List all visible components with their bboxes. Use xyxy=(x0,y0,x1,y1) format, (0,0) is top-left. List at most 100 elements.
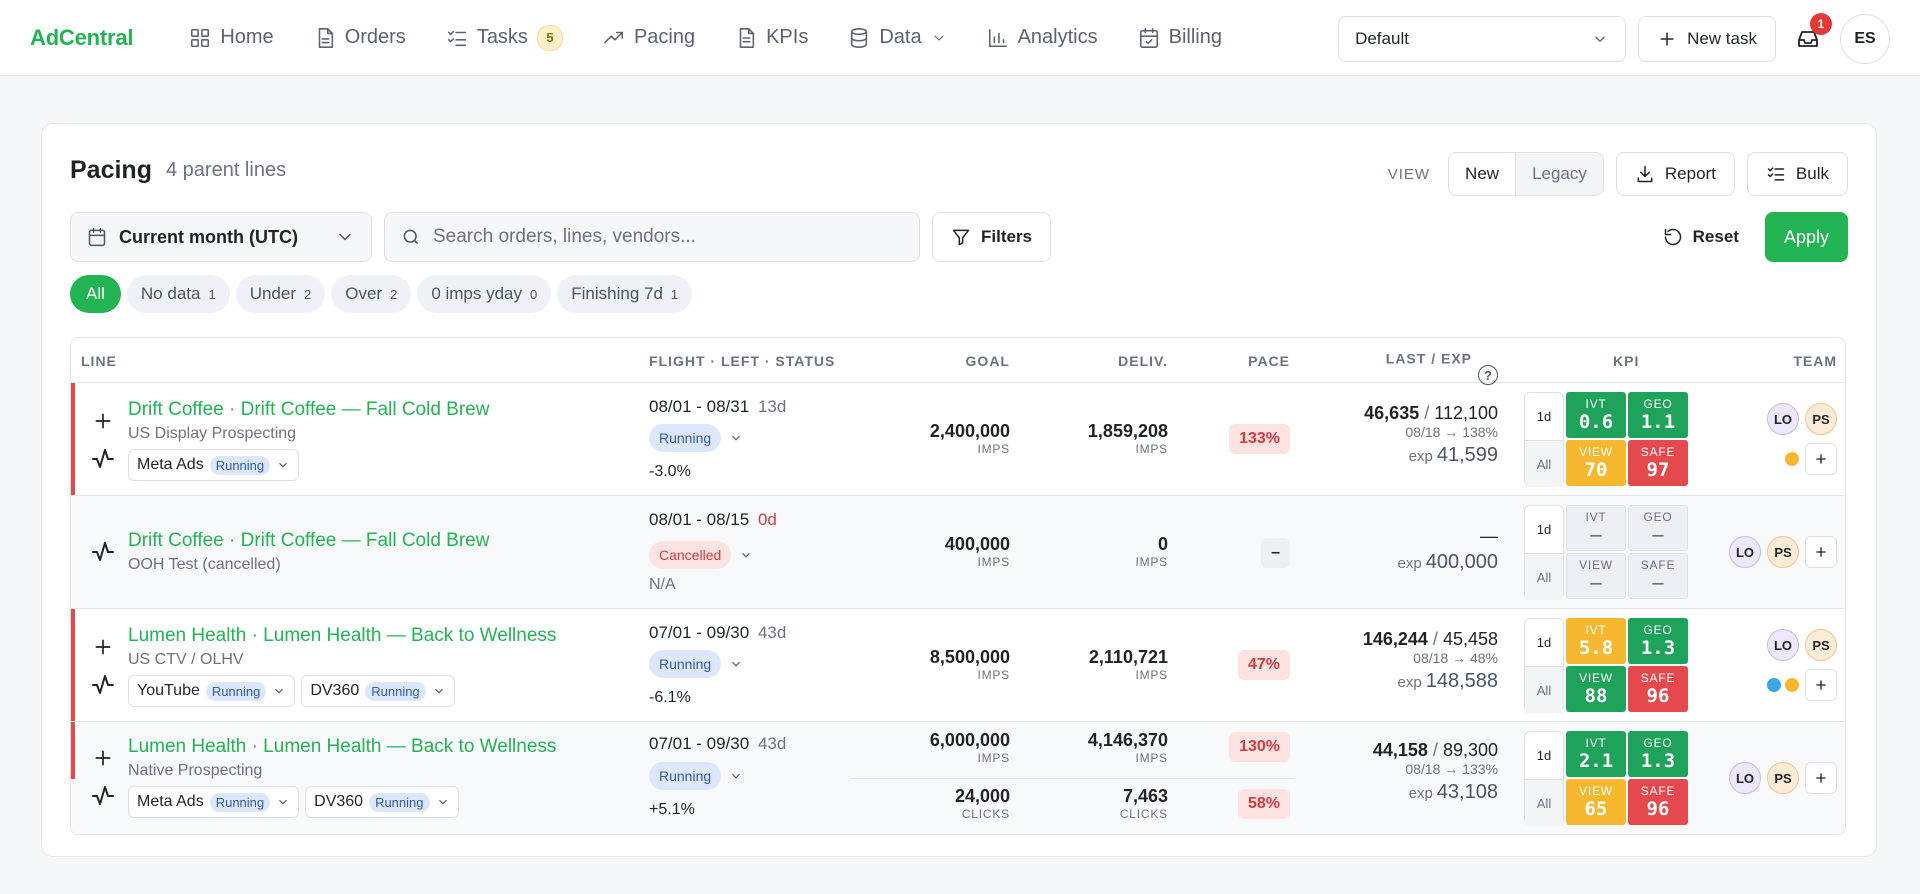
vendor-chip[interactable]: DV360 Running xyxy=(301,675,455,707)
add-team-member-button[interactable] xyxy=(1805,762,1837,794)
add-team-member-button[interactable] xyxy=(1805,536,1837,568)
kpi-geo[interactable]: GEO – xyxy=(1628,505,1688,551)
filters-button[interactable]: Filters xyxy=(932,212,1052,262)
status-select[interactable]: Cancelled xyxy=(649,541,753,569)
avatar[interactable]: LO xyxy=(1767,403,1799,435)
status-select[interactable]: Running xyxy=(649,762,743,790)
table-row[interactable]: Drift Coffee · Drift Coffee — Fall Cold … xyxy=(71,383,1845,496)
vendor-chip[interactable]: Meta Ads Running xyxy=(128,786,300,818)
status-select[interactable]: Running xyxy=(649,650,743,678)
kpi-view[interactable]: VIEW 70 xyxy=(1566,440,1626,486)
chip-no-data[interactable]: No data 1 xyxy=(126,275,230,313)
kpi-1d-option[interactable]: 1d xyxy=(1536,409,1552,424)
chip-under[interactable]: Under 2 xyxy=(235,275,326,313)
delivered-value: 0 IMPS xyxy=(1135,534,1168,569)
chip-zero-imps[interactable]: 0 imps yday 0 xyxy=(417,275,552,313)
col-deliv[interactable]: DELIV. xyxy=(1118,353,1168,369)
table-row[interactable]: Drift Coffee · Drift Coffee — Fall Cold … xyxy=(71,496,1845,609)
kpi-ivt[interactable]: IVT – xyxy=(1566,505,1626,551)
add-team-member-button[interactable] xyxy=(1805,669,1837,701)
kpi-1d-option[interactable]: 1d xyxy=(1536,635,1552,650)
chip-finishing[interactable]: Finishing 7d 1 xyxy=(557,275,693,313)
vendor-chip[interactable]: Meta Ads Running xyxy=(128,449,300,481)
nav-data[interactable]: Data xyxy=(828,18,966,58)
vendor-chip[interactable]: DV360 Running xyxy=(305,786,459,818)
col-team[interactable]: TEAM xyxy=(1793,353,1837,369)
avatar[interactable]: LO xyxy=(1729,536,1761,568)
col-last-exp[interactable]: LAST / EXP? xyxy=(1386,350,1498,385)
view-new-option[interactable]: New xyxy=(1449,153,1517,195)
status-select[interactable]: Running xyxy=(649,424,743,452)
kpi-ivt[interactable]: IVT 2.1 xyxy=(1566,731,1626,777)
add-team-member-button[interactable] xyxy=(1805,443,1837,475)
nav-kpis[interactable]: KPIs xyxy=(715,18,828,58)
kpi-safe[interactable]: SAFE – xyxy=(1628,553,1688,599)
avatar[interactable]: PS xyxy=(1767,762,1799,794)
activity-button[interactable] xyxy=(91,673,115,697)
line-title-link[interactable]: Lumen Health · Lumen Health — Back to We… xyxy=(128,625,557,646)
nav-tasks[interactable]: Tasks 5 xyxy=(426,18,583,58)
line-title-link[interactable]: Drift Coffee · Drift Coffee — Fall Cold … xyxy=(128,399,490,420)
avatar[interactable]: PS xyxy=(1805,403,1837,435)
apply-button[interactable]: Apply xyxy=(1764,212,1848,262)
kpi-view[interactable]: VIEW 88 xyxy=(1566,666,1626,712)
report-button[interactable]: Report xyxy=(1615,152,1735,196)
avatar[interactable]: PS xyxy=(1805,629,1837,661)
activity-button[interactable] xyxy=(91,784,115,808)
line-title-link[interactable]: Drift Coffee · Drift Coffee — Fall Cold … xyxy=(128,530,490,551)
date-range-select[interactable]: Current month (UTC) xyxy=(70,212,372,262)
avatar[interactable]: LO xyxy=(1767,629,1799,661)
expand-button[interactable] xyxy=(93,637,113,657)
nav-billing[interactable]: Billing xyxy=(1118,18,1242,58)
expand-button[interactable] xyxy=(93,748,113,768)
col-kpi[interactable]: KPI xyxy=(1613,353,1640,369)
nav-home[interactable]: Home xyxy=(169,18,293,58)
trend-value: 08/18 → 138% xyxy=(1405,424,1498,440)
col-line[interactable]: LINE xyxy=(81,353,117,369)
kpi-safe[interactable]: SAFE 96 xyxy=(1628,666,1688,712)
vendor-chip[interactable]: YouTube Running xyxy=(128,675,296,707)
workspace-select[interactable]: Default xyxy=(1338,16,1627,62)
activity-button[interactable] xyxy=(91,447,115,471)
reset-button[interactable]: Reset xyxy=(1645,212,1757,262)
nav-pacing[interactable]: Pacing xyxy=(583,18,715,58)
kpi-geo[interactable]: GEO 1.3 xyxy=(1628,618,1688,664)
avatar[interactable]: PS xyxy=(1767,536,1799,568)
kpi-all-option[interactable]: All xyxy=(1525,553,1563,600)
kpi-ivt[interactable]: IVT 0.6 xyxy=(1566,392,1626,438)
kpi-geo[interactable]: GEO 1.3 xyxy=(1628,731,1688,777)
bulk-button[interactable]: Bulk xyxy=(1746,152,1848,196)
expand-button[interactable] xyxy=(93,411,113,431)
view-legacy-option[interactable]: Legacy xyxy=(1516,153,1603,195)
kpi-geo[interactable]: GEO 1.1 xyxy=(1628,392,1688,438)
inbox-button[interactable]: 1 xyxy=(1788,13,1832,59)
kpi-safe[interactable]: SAFE 96 xyxy=(1628,779,1688,825)
tasks-count-badge: 5 xyxy=(536,24,563,51)
new-task-button[interactable]: New task xyxy=(1638,16,1776,62)
kpi-view[interactable]: VIEW – xyxy=(1566,553,1626,599)
kpi-1d-option[interactable]: 1d xyxy=(1536,748,1552,763)
activity-button[interactable] xyxy=(91,540,115,564)
table-row[interactable]: Lumen Health · Lumen Health — Back to We… xyxy=(71,722,1845,834)
kpi-1d-option[interactable]: 1d xyxy=(1536,522,1552,537)
chip-all[interactable]: All xyxy=(70,275,121,313)
kpi-all-option[interactable]: All xyxy=(1525,779,1563,826)
kpi-all-option[interactable]: All xyxy=(1525,666,1563,713)
avatar[interactable]: LO xyxy=(1729,762,1761,794)
kpi-ivt[interactable]: IVT 5.8 xyxy=(1566,618,1626,664)
col-goal[interactable]: GOAL xyxy=(965,353,1010,369)
help-icon[interactable]: ? xyxy=(1478,365,1498,385)
kpi-safe[interactable]: SAFE 97 xyxy=(1628,440,1688,486)
search-input[interactable] xyxy=(433,226,903,248)
brand-logo[interactable]: AdCentral xyxy=(30,24,134,50)
nav-orders[interactable]: Orders xyxy=(294,18,426,58)
kpi-view[interactable]: VIEW 65 xyxy=(1566,779,1626,825)
line-title-link[interactable]: Lumen Health · Lumen Health — Back to We… xyxy=(128,736,557,757)
table-row[interactable]: Lumen Health · Lumen Health — Back to We… xyxy=(71,609,1845,722)
kpi-all-option[interactable]: All xyxy=(1525,440,1563,487)
user-avatar[interactable]: ES xyxy=(1840,14,1890,64)
col-pace[interactable]: PACE xyxy=(1248,353,1290,369)
chip-over[interactable]: Over 2 xyxy=(331,275,412,313)
nav-analytics[interactable]: Analytics xyxy=(967,18,1118,58)
col-flight[interactable]: FLIGHT · LEFT · STATUS xyxy=(649,353,836,369)
